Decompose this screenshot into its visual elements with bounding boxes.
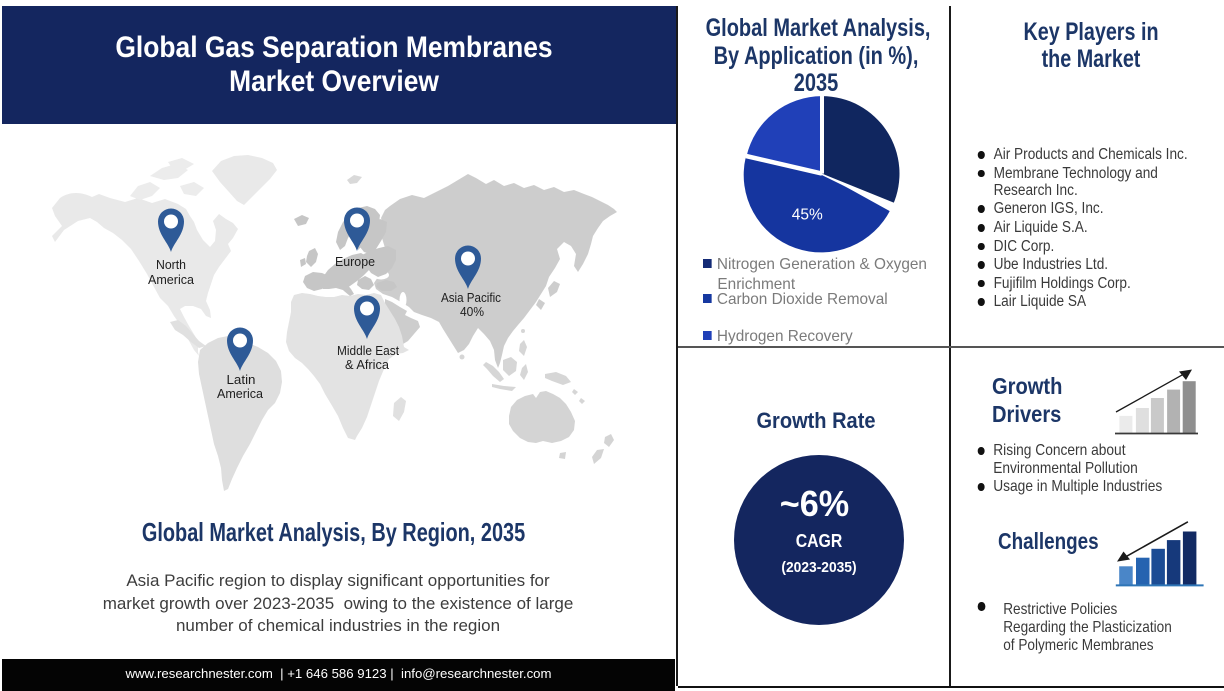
- svg-text:America: America: [217, 386, 264, 401]
- svg-text:Middle East: Middle East: [337, 343, 399, 358]
- svg-text:Latin: Latin: [227, 372, 256, 387]
- svg-text:America: America: [148, 272, 195, 287]
- svg-text:40%: 40%: [460, 304, 484, 319]
- svg-text:Europe: Europe: [335, 254, 375, 269]
- svg-text:North: North: [156, 257, 186, 272]
- svg-text:& Africa: & Africa: [345, 357, 390, 372]
- svg-text:45%: 45%: [792, 207, 823, 224]
- svg-text:Asia Pacific: Asia Pacific: [441, 290, 501, 305]
